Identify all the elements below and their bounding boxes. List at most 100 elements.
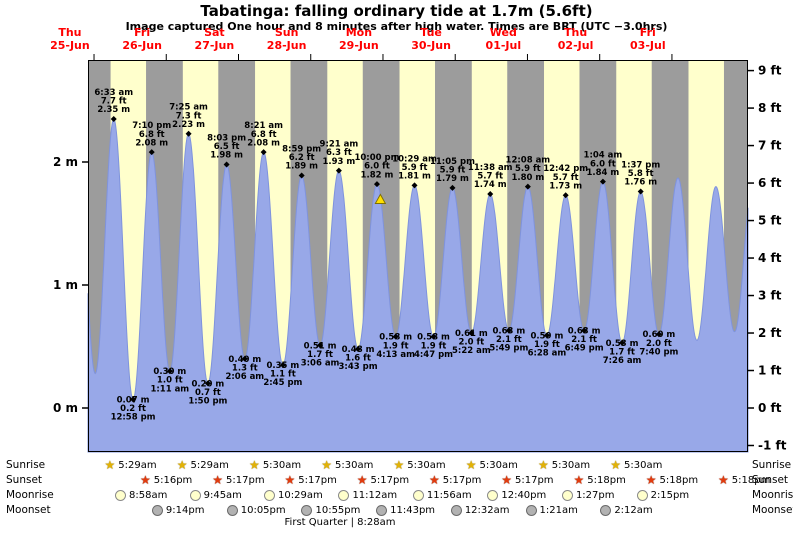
sun-moon-time: 5:17pm bbox=[370, 474, 410, 486]
tide-extreme-marker bbox=[505, 327, 512, 334]
day-label: Mon 29-Jun bbox=[339, 26, 379, 52]
sunrise-star-icon: ★ bbox=[393, 457, 405, 472]
y-axis-left-label: 0 m bbox=[53, 401, 78, 415]
tide-extreme-marker bbox=[279, 361, 286, 368]
high-tide-label: 11:38 am 5.7 ft 1.74 m bbox=[468, 163, 513, 190]
tide-extreme-marker bbox=[468, 329, 475, 336]
low-tide-label: 0.58 m 1.9 ft 4:47 pm bbox=[414, 333, 453, 360]
sunrise-entry: ★ 5:29am bbox=[177, 459, 229, 471]
sun-moon-time: 5:29am bbox=[190, 459, 229, 471]
sunset-star-icon: ★ bbox=[718, 472, 729, 487]
sun-moon-time: 5:30am bbox=[624, 459, 663, 471]
day-label: Wed 01-Jul bbox=[486, 26, 522, 52]
sunrise-entry: ★ 5:29am bbox=[105, 459, 157, 471]
moonset-entry: 11:43pm bbox=[376, 504, 435, 516]
high-tide-label: 7:25 am 7.3 ft 2.23 m bbox=[169, 103, 208, 130]
moonrise-entry: 2:15pm bbox=[636, 489, 689, 501]
moonrise-icon bbox=[561, 489, 573, 501]
tide-extreme-marker bbox=[355, 345, 362, 352]
sun-moon-time: 5:17pm bbox=[442, 474, 482, 486]
y-axis-right-label: 4 ft bbox=[758, 251, 782, 265]
sun-moon-time: 5:30am bbox=[407, 459, 446, 471]
sun-moon-row-label-left: Moonrise bbox=[6, 489, 54, 501]
moonset-icon bbox=[301, 504, 313, 516]
tide-extreme-marker bbox=[637, 188, 644, 195]
tide-extreme-marker bbox=[581, 327, 588, 334]
day-label: Sun 28-Jun bbox=[267, 26, 307, 52]
tide-extreme-marker bbox=[110, 115, 117, 122]
moonset-icon bbox=[600, 504, 612, 516]
tide-extreme-marker bbox=[241, 355, 248, 362]
moonset-entry: 10:05pm bbox=[226, 504, 286, 516]
sunset-entry: ★ 5:18pm bbox=[646, 474, 698, 486]
sun-moon-row-label-right: Sunset bbox=[752, 474, 789, 486]
high-tide-label: 8:59 pm 6.2 ft 1.89 m bbox=[282, 145, 321, 172]
chart-title: Tabatinga: falling ordinary tide at 1.7m… bbox=[200, 2, 593, 20]
moonrise-icon bbox=[264, 489, 276, 501]
moonrise-icon bbox=[487, 489, 499, 501]
sunset-star-icon: ★ bbox=[284, 472, 296, 487]
day-label: Sat 27-Jun bbox=[195, 26, 235, 52]
sun-moon-time: 12:40pm bbox=[501, 489, 547, 501]
moonrise-entry: 8:58am bbox=[115, 489, 167, 501]
sun-moon-time: 10:05pm bbox=[240, 504, 286, 516]
y-axis-right-label: 9 ft bbox=[758, 64, 782, 78]
moonrise-icon bbox=[636, 489, 648, 501]
high-tide-label: 8:03 pm 6.5 ft 1.98 m bbox=[207, 133, 246, 160]
low-tide-label: 0.48 m 1.6 ft 3:43 pm bbox=[339, 345, 378, 372]
tide-extreme-marker bbox=[487, 190, 494, 197]
tide-extreme-marker bbox=[317, 342, 324, 349]
sunrise-entry: ★ 5:30am bbox=[321, 459, 373, 471]
sunrise-entry: ★ 5:30am bbox=[466, 459, 518, 471]
moonset-entry: 1:21am bbox=[525, 504, 578, 516]
sun-moon-time: 11:12am bbox=[352, 489, 398, 501]
low-tide-label: 0.60 m 2.0 ft 7:40 pm bbox=[639, 330, 678, 357]
sun-moon-row-label-right: Moonset bbox=[752, 504, 793, 516]
y-axis-right-label: 5 ft bbox=[758, 214, 782, 228]
moonset-entry: 12:32am bbox=[450, 504, 510, 516]
high-tide-label: 1:37 pm 5.8 ft 1.76 m bbox=[621, 161, 660, 188]
y-axis-right-label: 6 ft bbox=[758, 176, 782, 190]
y-axis-right-label: 8 ft bbox=[758, 101, 782, 115]
tide-extreme-marker bbox=[185, 130, 192, 137]
tide-extreme-marker bbox=[298, 172, 305, 179]
sunset-star-icon: ★ bbox=[429, 472, 440, 487]
low-tide-label: 0.59 m 1.9 ft 6:28 am bbox=[528, 331, 567, 358]
sunset-entry: ★ 5:17pm bbox=[285, 474, 337, 486]
low-tide-label: 0.58 m 1.9 ft 4:13 am bbox=[376, 333, 415, 360]
moonrise-entry: 11:12am bbox=[338, 489, 397, 501]
moonrise-entry: 10:29am bbox=[264, 489, 323, 501]
sun-moon-row-label-left: Moonset bbox=[6, 504, 51, 516]
sunrise-star-icon: ★ bbox=[538, 457, 549, 472]
sunrise-entry: ★ 5:30am bbox=[394, 459, 446, 471]
tide-extreme-marker bbox=[619, 339, 626, 346]
plot-border bbox=[88, 60, 748, 452]
low-tide-label: 0.40 m 1.3 ft 2:06 am bbox=[225, 355, 264, 382]
sun-moon-time: 5:18pm bbox=[587, 474, 626, 486]
sun-moon-time: 5:30am bbox=[551, 459, 591, 471]
sunrise-star-icon: ★ bbox=[104, 457, 116, 472]
low-tide-label: 0.63 m 2.1 ft 6:49 pm bbox=[565, 327, 604, 354]
high-tide-label: 6:33 am 7.7 ft 2.35 m bbox=[94, 88, 133, 115]
sun-moon-time: 5:16pm bbox=[153, 474, 193, 486]
moonset-icon bbox=[151, 504, 163, 516]
sun-moon-time: 5:29am bbox=[118, 459, 157, 471]
tide-extreme-marker bbox=[599, 178, 606, 185]
tide-extreme-marker bbox=[166, 368, 173, 375]
sunset-star-icon: ★ bbox=[139, 472, 151, 487]
sunset-star-icon: ★ bbox=[212, 472, 224, 487]
moonrise-icon bbox=[338, 489, 350, 501]
sun-moon-row-label-right: Moonrise bbox=[752, 489, 793, 501]
sun-moon-time: 5:17pm bbox=[515, 474, 554, 486]
low-tide-label: 0.61 m 2.0 ft 5:22 am bbox=[452, 329, 491, 356]
low-tide-label: 0.35 m 1.1 ft 2:45 pm bbox=[263, 361, 302, 388]
moonrise-entry: 9:45am bbox=[189, 489, 242, 501]
moonset-entry: 2:12am bbox=[600, 504, 653, 516]
high-tide-label: 11:05 pm 5.9 ft 1.79 m bbox=[430, 157, 475, 184]
sun-moon-time: 5:18pm bbox=[659, 474, 699, 486]
high-tide-label: 12:08 am 5.9 ft 1.80 m bbox=[506, 156, 551, 183]
low-tide-label: 0.51 m 1.7 ft 3:06 am bbox=[301, 341, 340, 368]
